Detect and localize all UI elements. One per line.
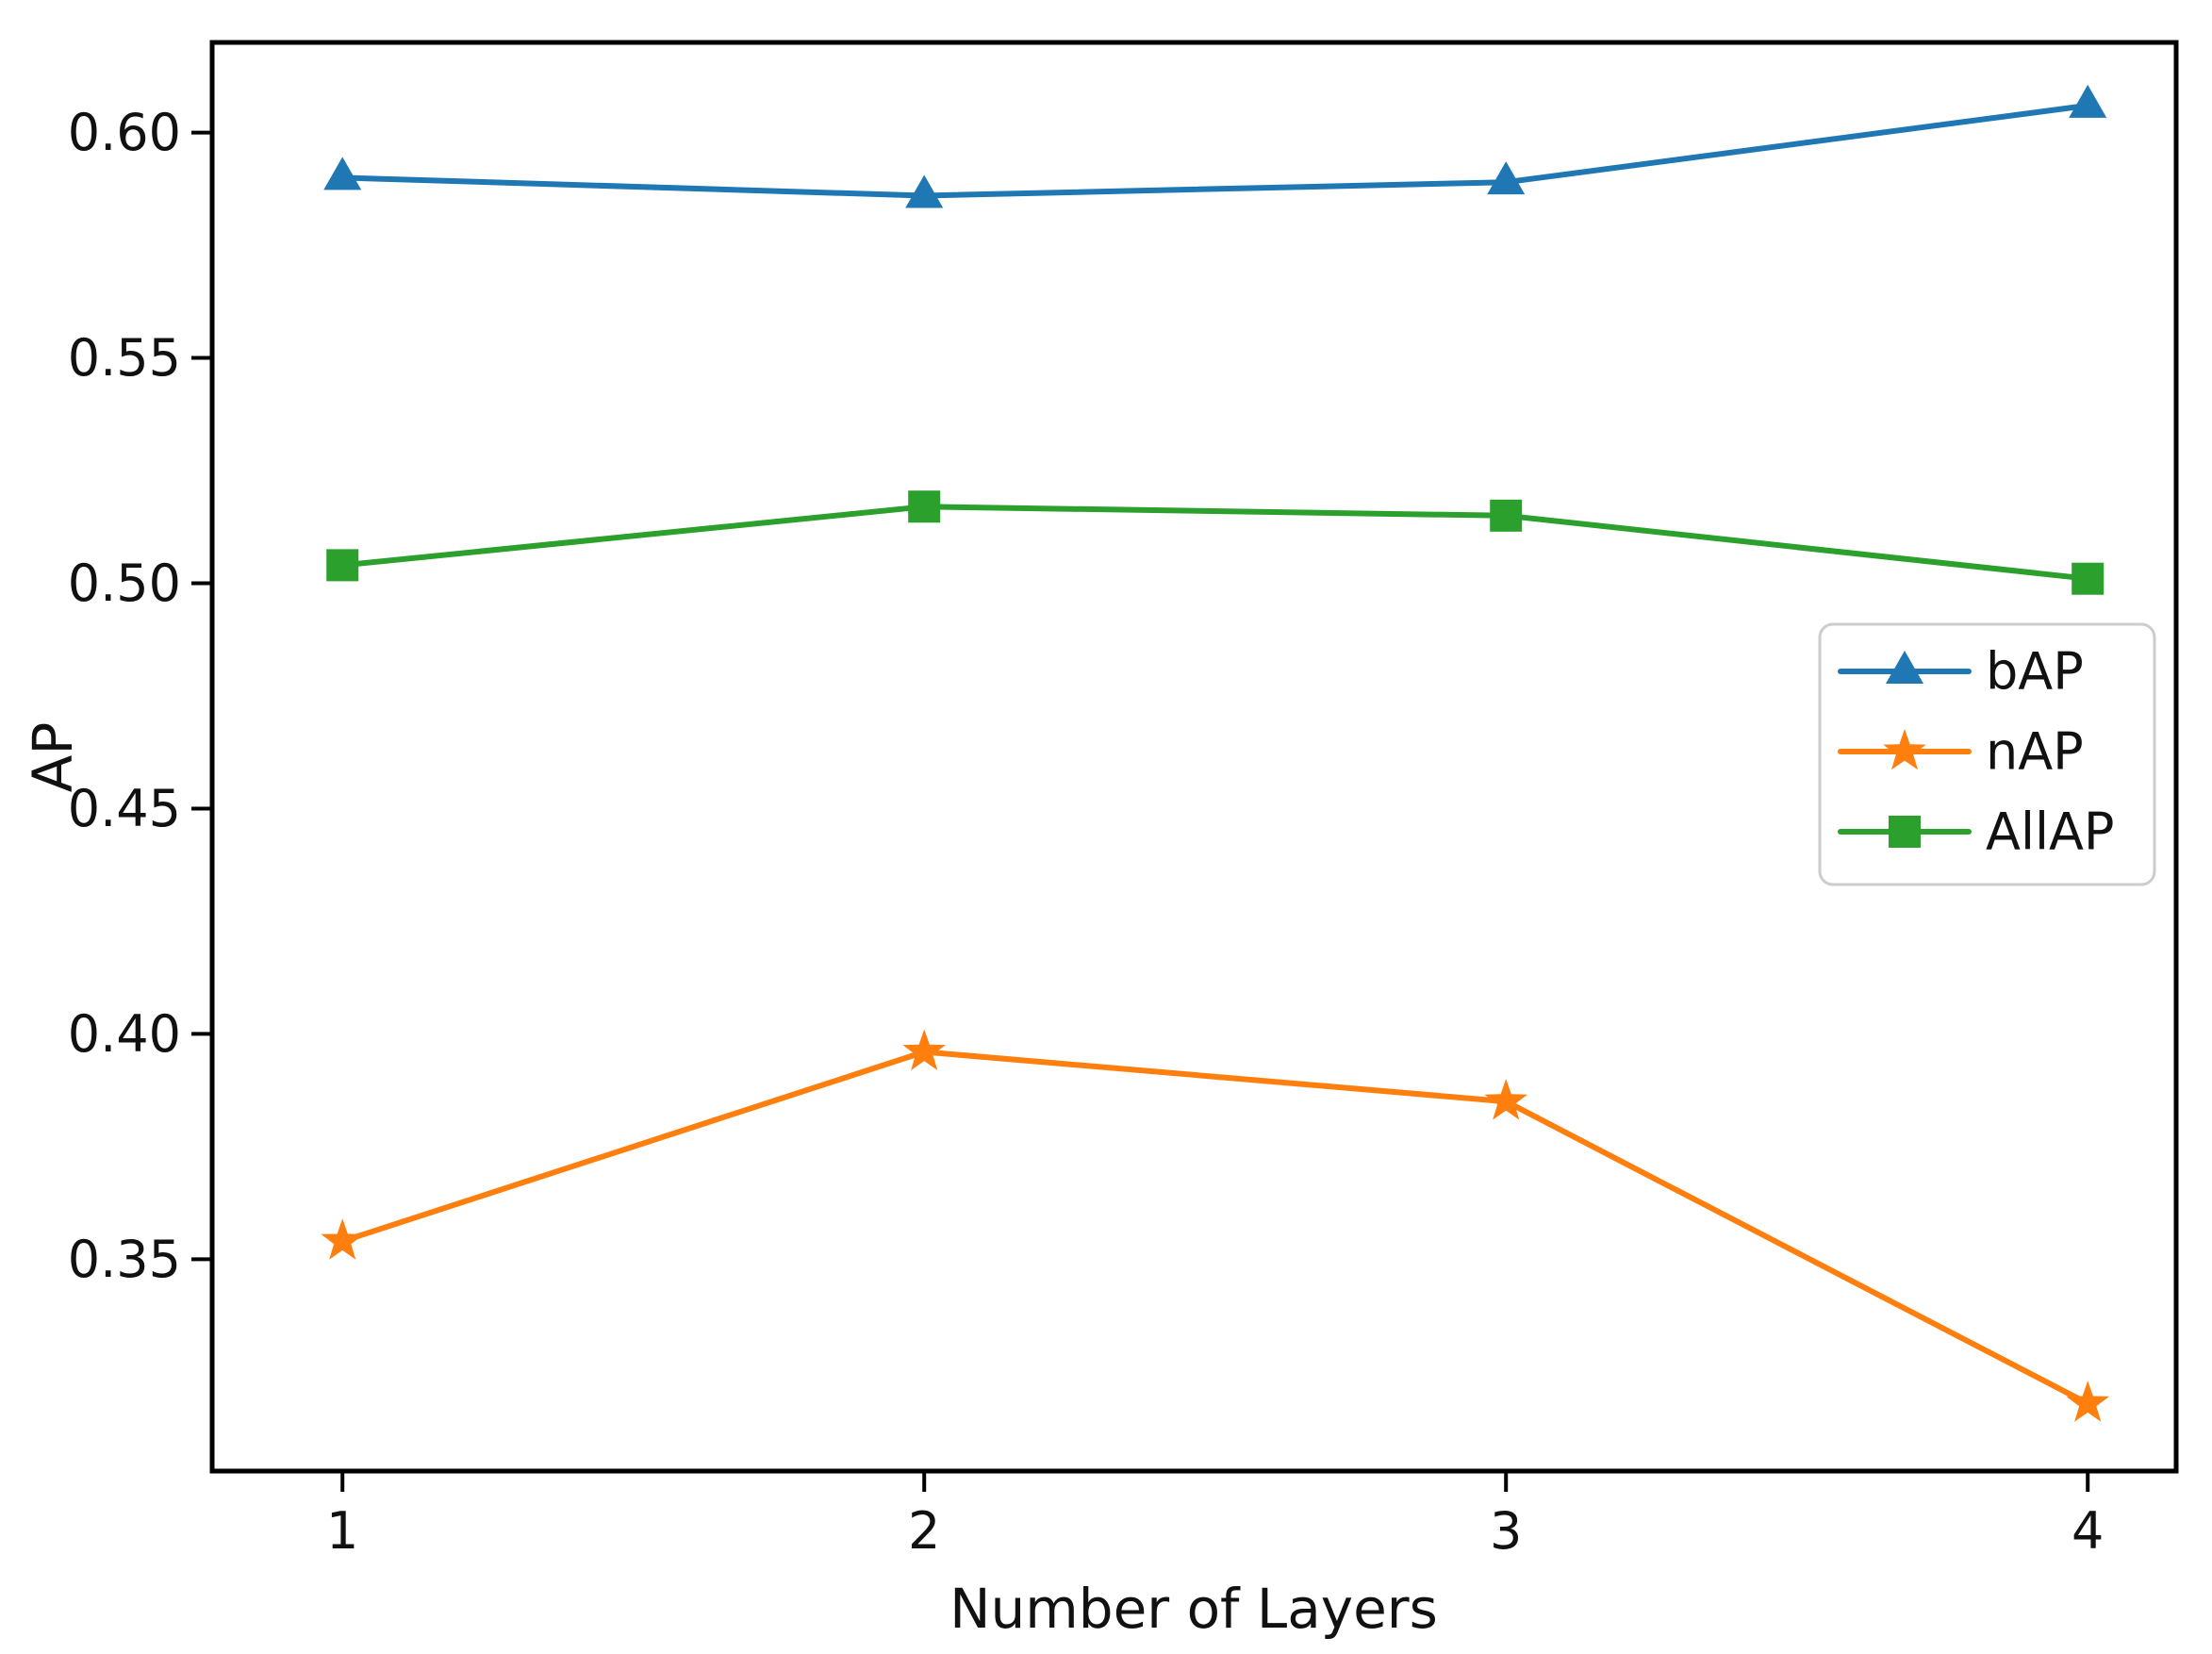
marker-AllAP-x4 — [2072, 562, 2105, 595]
x-tick-label: 3 — [1490, 1501, 1522, 1561]
marker-bAP-x4 — [2069, 84, 2107, 118]
y-tick-label: 0.35 — [68, 1230, 181, 1289]
legend-entries: bAP nAP AllAP — [1838, 642, 2114, 862]
legend-marker-bAP — [1886, 651, 1923, 684]
series-line-bAP — [339, 102, 2091, 199]
series-bAP — [323, 84, 2107, 208]
series-nAP — [321, 1029, 2109, 1422]
series-AllAP — [326, 490, 2105, 595]
marker-nAP-x4 — [2066, 1381, 2109, 1422]
x-axis-ticks: 1 2 3 4 — [326, 1471, 2104, 1561]
marker-AllAP-x2 — [908, 490, 941, 523]
y-tick-label: 0.45 — [68, 779, 181, 838]
legend-label-nAP: nAP — [1986, 722, 2084, 782]
legend-entry-AllAP: AllAP — [1838, 802, 2114, 862]
legend-marker-nAP — [1883, 729, 1926, 770]
marker-AllAP-x1 — [326, 549, 359, 582]
plot-frame — [209, 40, 2179, 1474]
x-tick-label: 1 — [326, 1501, 358, 1561]
legend-label-bAP: bAP — [1986, 642, 2084, 702]
y-tick-label: 0.60 — [68, 103, 181, 162]
legend: bAP nAP AllAP — [1818, 622, 2156, 886]
marker-AllAP-x3 — [1490, 499, 1523, 532]
y-tick-label: 0.40 — [68, 1004, 181, 1064]
x-tick-label: 2 — [908, 1501, 940, 1561]
legend-entry-nAP: nAP — [1838, 722, 2084, 782]
x-tick-label: 4 — [2072, 1501, 2104, 1561]
marker-nAP-x2 — [902, 1029, 946, 1070]
marker-nAP-x3 — [1484, 1079, 1527, 1120]
y-axis-label: AP — [21, 722, 85, 793]
data-series — [321, 84, 2109, 1422]
series-line-nAP — [339, 1049, 2091, 1407]
x-axis-label: Number of Layers — [949, 1577, 1438, 1641]
marker-bAP-x2 — [905, 174, 944, 208]
legend-entry-bAP: bAP — [1838, 642, 2084, 702]
marker-bAP-x3 — [1487, 161, 1526, 195]
y-tick-label: 0.50 — [68, 554, 181, 613]
y-tick-label: 0.55 — [68, 328, 181, 388]
series-line-AllAP — [339, 504, 2091, 582]
legend-label-AllAP: AllAP — [1986, 802, 2114, 862]
legend-marker-AllAP — [1889, 816, 1921, 848]
marker-nAP-x1 — [321, 1218, 364, 1260]
y-axis-ticks: 0.35 0.40 0.45 0.50 0.55 0.60 — [68, 103, 212, 1289]
marker-bAP-x1 — [323, 157, 362, 190]
